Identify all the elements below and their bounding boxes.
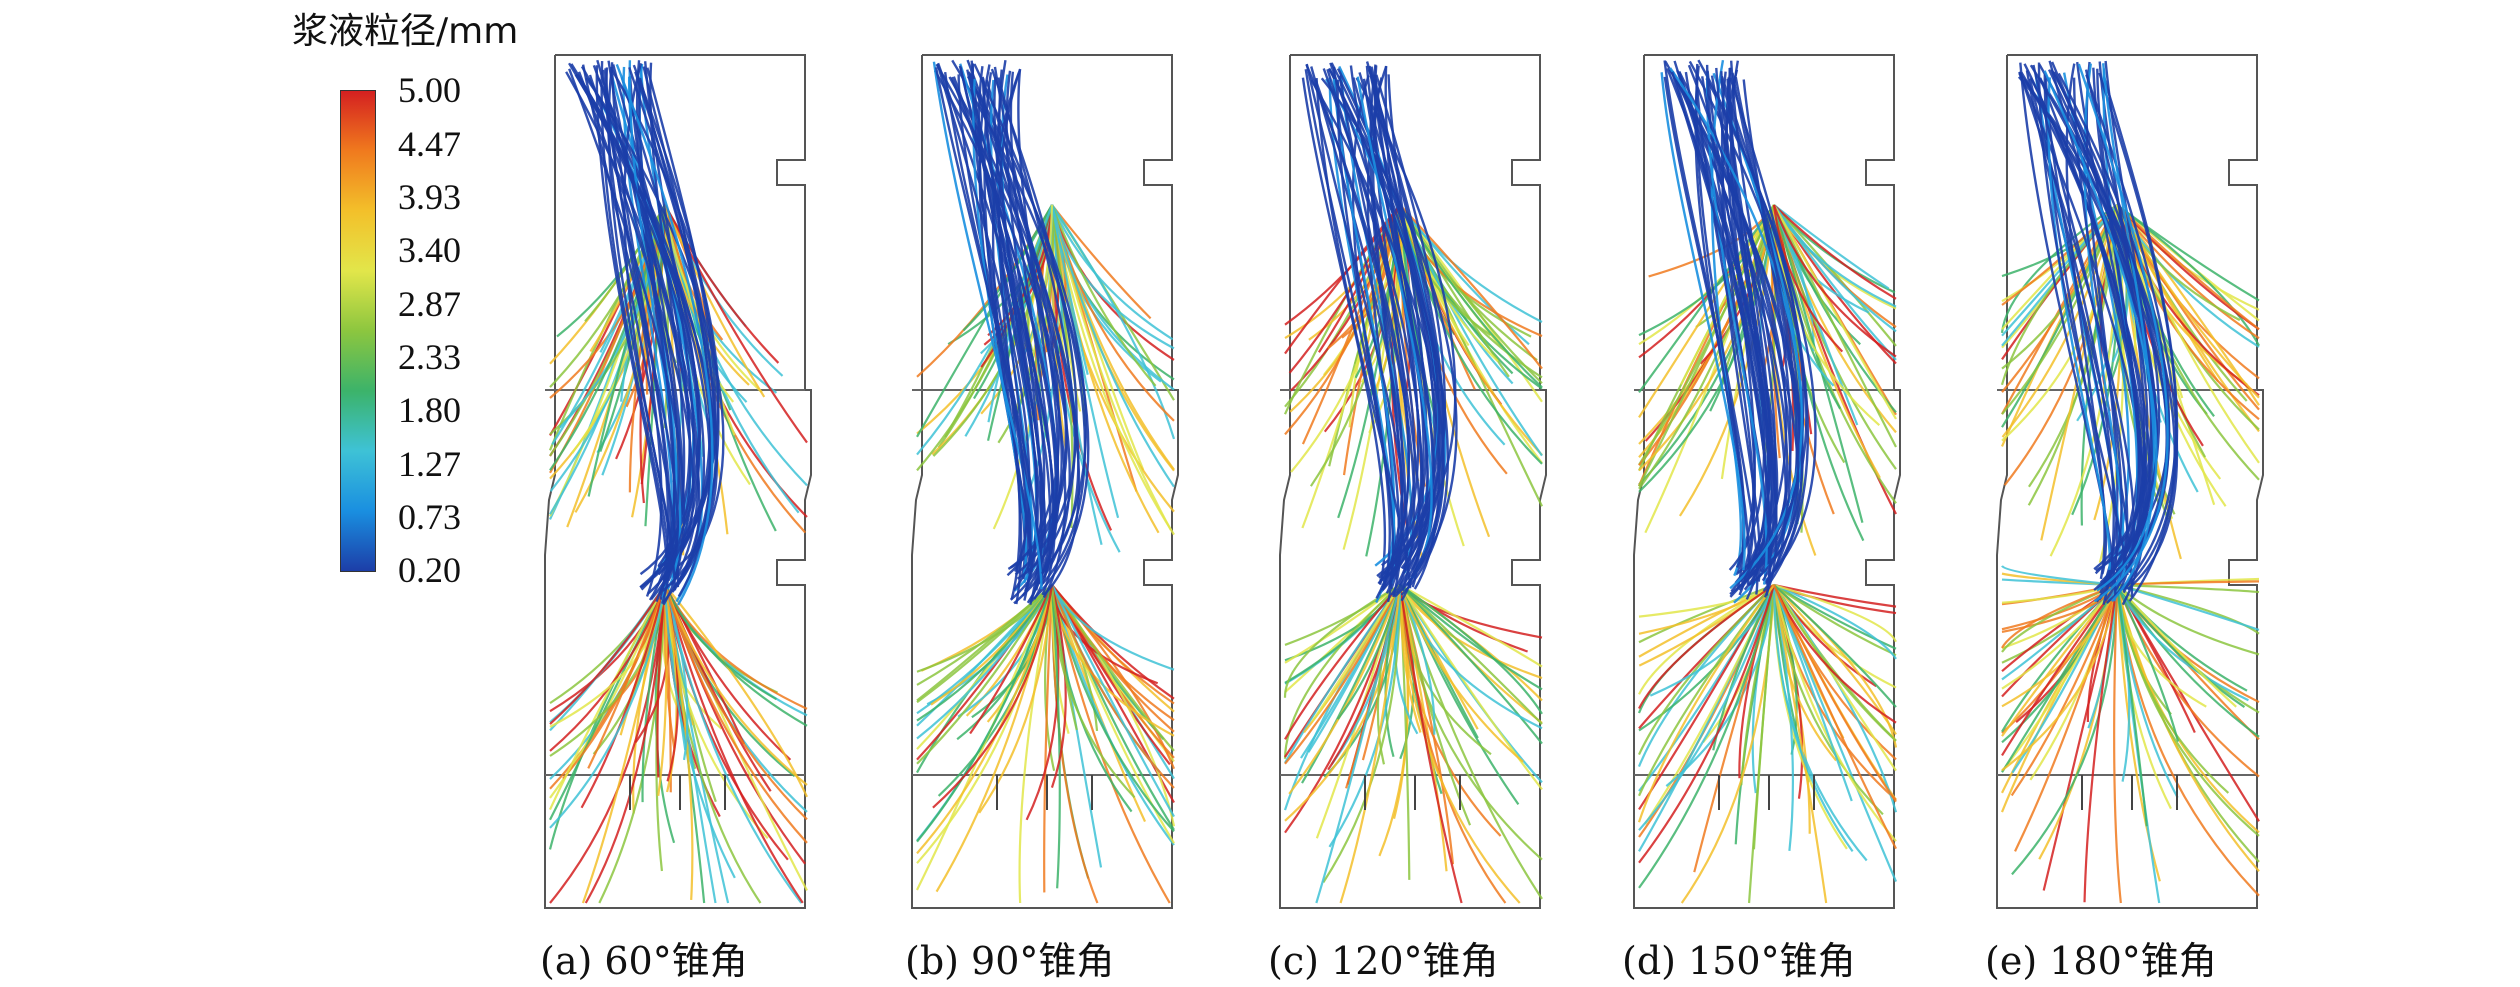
colorbar-tick: 2.33 (398, 337, 461, 377)
colorbar-tick: 0.73 (398, 497, 461, 537)
colorbar-tick: 3.93 (398, 177, 461, 217)
colorbar-tick: 5.00 (398, 70, 461, 110)
colorbar-tick: 3.40 (398, 230, 461, 270)
streamline-panel (911, 54, 1179, 909)
panel-caption-a: (a) 60°锥角 (540, 939, 748, 983)
panel-caption-b: (b) 90°锥角 (905, 939, 1115, 983)
streamline-panel (544, 54, 812, 909)
streamline-panel (1633, 54, 1901, 909)
colorbar-tick: 1.80 (398, 390, 461, 430)
panel-caption-d: (d) 150°锥角 (1622, 939, 1856, 983)
colorbar (340, 90, 376, 572)
panel-caption-e: (e) 180°锥角 (1985, 939, 2217, 983)
streamline-panel (1996, 54, 2264, 909)
streamline-panel (1279, 54, 1547, 909)
colorbar-title: 浆液粒径/mm (292, 11, 519, 52)
colorbar-tick: 1.27 (398, 444, 461, 484)
colorbar-tick: 0.20 (398, 550, 461, 590)
panel-caption-c: (c) 120°锥角 (1268, 939, 1499, 983)
colorbar-tick: 4.47 (398, 124, 461, 164)
colorbar-tick: 2.87 (398, 284, 461, 324)
